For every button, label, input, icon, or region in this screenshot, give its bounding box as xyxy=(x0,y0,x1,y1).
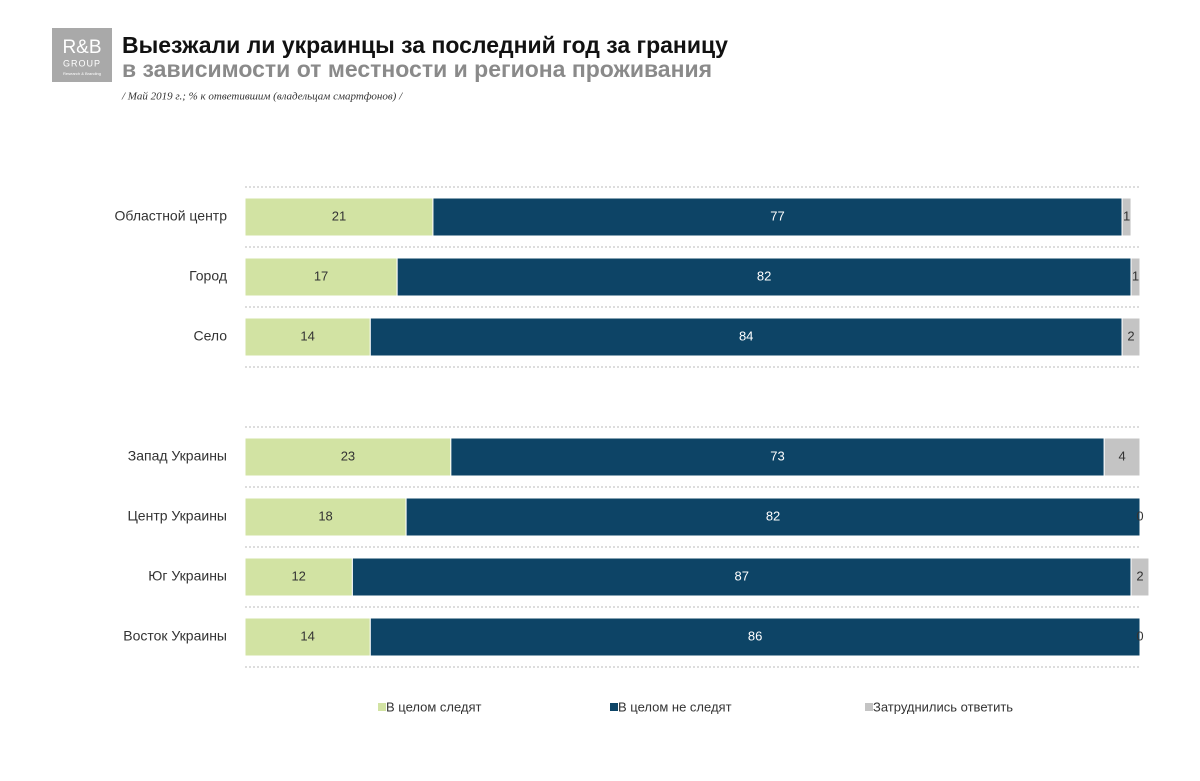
value-label: 12 xyxy=(291,568,305,583)
category-label: Юг Украины xyxy=(148,568,227,584)
bar-segment xyxy=(1130,557,1150,597)
chart-subtitle: в зависимости от местности и региона про… xyxy=(122,56,712,82)
legend-swatch xyxy=(378,703,386,711)
category-label: Город xyxy=(189,268,227,284)
value-label: 14 xyxy=(300,328,314,343)
category-label: Областной центр xyxy=(115,208,228,224)
value-label: 2 xyxy=(1127,328,1134,343)
value-label: 86 xyxy=(748,628,762,643)
logo-group: GROUP xyxy=(63,58,101,68)
legend-label: В целом следят xyxy=(386,699,482,714)
category-label: Запад Украины xyxy=(128,448,227,464)
legend-label: В целом не следят xyxy=(618,699,732,714)
value-label: 77 xyxy=(770,208,784,223)
logo-tagline: Research & Branding xyxy=(63,71,101,76)
chart-title: Выезжали ли украинцы за последний год за… xyxy=(122,32,728,58)
value-label: 0 xyxy=(1136,508,1143,523)
logo-name: R&B xyxy=(62,37,101,58)
category-label: Центр Украины xyxy=(127,508,227,524)
value-label: 21 xyxy=(332,208,346,223)
value-label: 1 xyxy=(1123,208,1130,223)
bar-segment xyxy=(244,557,353,597)
chart-note: / Май 2019 г.; % к ответившим (владельца… xyxy=(121,91,403,103)
value-label: 18 xyxy=(318,508,332,523)
bar-segment xyxy=(396,257,1132,297)
value-label: 0 xyxy=(1136,628,1143,643)
value-label: 87 xyxy=(734,568,748,583)
value-label: 82 xyxy=(766,508,780,523)
value-label: 84 xyxy=(739,328,753,343)
bar-segment xyxy=(1103,437,1141,477)
bar-segment xyxy=(351,557,1132,597)
category-label: Восток Украины xyxy=(123,628,227,644)
bar-segment xyxy=(244,497,407,537)
bar-segment xyxy=(369,617,1141,657)
value-label: 17 xyxy=(314,268,328,283)
bar-segment xyxy=(244,617,371,657)
bar-segment xyxy=(405,497,1141,537)
bar-segment xyxy=(369,317,1123,357)
category-label: Село xyxy=(193,328,227,344)
value-label: 23 xyxy=(341,448,355,463)
value-label: 2 xyxy=(1136,568,1143,583)
bar-segment xyxy=(1121,197,1132,237)
bar-segment xyxy=(432,197,1123,237)
legend-swatch xyxy=(610,703,618,711)
value-label: 14 xyxy=(300,628,314,643)
legend-swatch xyxy=(865,703,873,711)
bar-segment xyxy=(1121,317,1141,357)
bar-segment xyxy=(450,437,1105,477)
value-label: 73 xyxy=(770,448,784,463)
logo-box xyxy=(52,28,112,82)
bar-segment xyxy=(1130,257,1141,297)
value-label: 82 xyxy=(757,268,771,283)
value-label: 4 xyxy=(1118,448,1125,463)
legend-label: Затруднились ответить xyxy=(873,699,1013,714)
value-label: 1 xyxy=(1132,268,1139,283)
bar-segment xyxy=(244,317,371,357)
